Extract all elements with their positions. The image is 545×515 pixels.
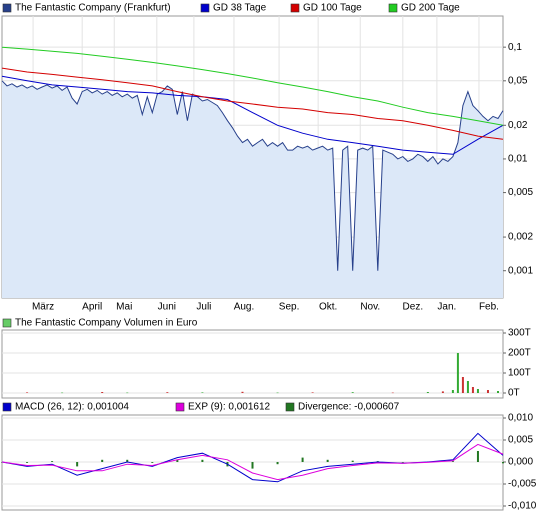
bar [241, 391, 244, 393]
legend-swatch [2, 318, 12, 328]
series-line [1, 443, 504, 481]
series-line [1, 67, 504, 140]
bar [502, 462, 504, 464]
y-tick-label: 0,002 [508, 232, 533, 243]
legend-label: The Fantastic Company (Frankfurt) [15, 3, 171, 14]
y-tick-label: 0,010 [508, 413, 533, 424]
bar [76, 462, 79, 467]
legend-swatch [285, 402, 295, 412]
legend-label: EXP (9): 0,001612 [188, 402, 271, 413]
y-tick-label: 0,005 [508, 435, 533, 446]
x-tick-label: Jan. [437, 302, 456, 313]
bar [101, 459, 104, 462]
y-tick-label: 0,01 [508, 154, 528, 165]
legend-swatch [2, 3, 12, 13]
bar [466, 381, 469, 393]
bar [441, 391, 444, 393]
legend-label: GD 100 Tage [303, 3, 362, 14]
bar [26, 392, 29, 393]
bar [151, 462, 154, 463]
bar [176, 459, 179, 462]
x-tick-label: Sep. [279, 302, 300, 313]
legend-label: Divergence: -0,000607 [298, 402, 400, 413]
y-tick-label: 100T [508, 368, 531, 379]
bar [451, 390, 454, 393]
bar [391, 392, 394, 394]
bar [276, 392, 279, 394]
y-tick-label: 0,05 [508, 75, 528, 86]
y-tick-label: 200T [508, 348, 531, 359]
bar [351, 392, 354, 393]
y-tick-label: 300T [508, 328, 531, 339]
bar [451, 461, 454, 462]
y-tick-label: 0,1 [508, 42, 522, 53]
bar [401, 462, 404, 463]
series-line [1, 46, 504, 126]
bar [496, 391, 499, 393]
price-area [2, 80, 503, 298]
series-line [1, 75, 504, 155]
legend-label: MACD (26, 12): 0,001004 [15, 402, 129, 413]
legend-label: GD 38 Tage [213, 3, 267, 14]
x-tick-label: Nov. [360, 302, 380, 313]
x-tick-label: Juni [158, 302, 176, 313]
bar [61, 392, 64, 394]
bar [311, 392, 314, 393]
bar [26, 462, 29, 463]
x-tick-label: Okt. [319, 302, 337, 313]
x-tick-label: April [82, 302, 102, 313]
y-tick-label: -0,010 [508, 501, 537, 512]
bar [476, 389, 479, 393]
x-tick-label: März [32, 302, 54, 313]
legend-swatch [175, 402, 185, 412]
x-tick-label: Mai [116, 302, 132, 313]
bar [201, 392, 204, 393]
bar [326, 459, 329, 462]
legend-swatch [290, 3, 300, 13]
plot-frame [1, 329, 504, 399]
bar [456, 353, 459, 393]
bar [471, 387, 474, 393]
y-tick-label: -0,005 [508, 479, 537, 490]
legend-label: GD 200 Tage [401, 3, 460, 14]
bar [126, 459, 129, 462]
bar [426, 392, 429, 393]
bar [51, 461, 54, 462]
bar [486, 390, 489, 393]
x-tick-label: Aug. [234, 302, 255, 313]
y-tick-label: 0,001 [508, 265, 533, 276]
bar [461, 377, 464, 393]
legend-label: The Fantastic Company Volumen in Euro [15, 318, 198, 329]
x-tick-label: Dez. [403, 302, 424, 313]
bar [276, 462, 279, 465]
series-line [1, 80, 504, 271]
bar [251, 462, 254, 469]
legend-swatch [388, 3, 398, 13]
y-tick-label: 0T [508, 388, 520, 399]
x-tick-label: Juli [196, 302, 211, 313]
bar [101, 392, 104, 393]
legend-swatch [2, 402, 12, 412]
bar [201, 459, 204, 462]
y-tick-label: 0,005 [508, 187, 533, 198]
bar [351, 460, 354, 462]
legend-swatch [200, 3, 210, 13]
bar [126, 392, 129, 394]
bar [166, 392, 169, 393]
bar [301, 457, 304, 462]
y-tick-label: 0,02 [508, 120, 528, 131]
bar [476, 451, 479, 462]
y-tick-label: 0,000 [508, 457, 533, 468]
x-tick-label: Feb. [479, 302, 499, 313]
